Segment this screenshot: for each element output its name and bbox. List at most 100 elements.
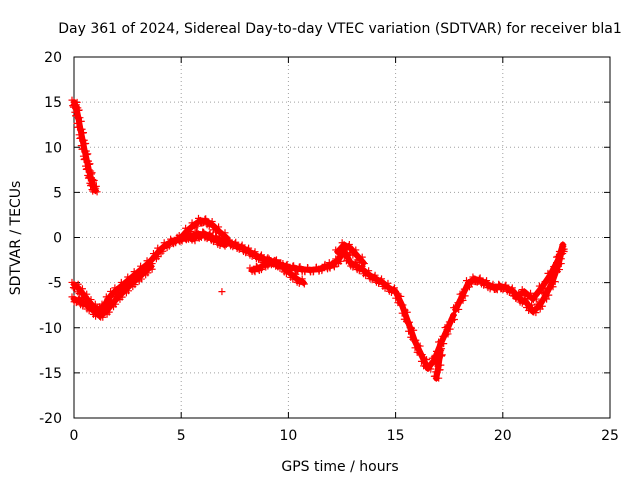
interpolated-marker [411, 344, 419, 352]
data-point [542, 291, 550, 299]
data-point [188, 235, 196, 243]
interpolated-marker [543, 295, 551, 303]
interpolated-marker [444, 330, 452, 338]
data-point [89, 182, 97, 190]
data-point [102, 308, 110, 316]
data-point [529, 295, 537, 303]
y-tick-label: 0 [53, 231, 62, 247]
interpolated-marker [215, 223, 223, 231]
axis-ticks: 0 5 10 15 20 25 -20 -15 -10 -5 0 5 10 15 20 [39, 50, 619, 444]
data-point [398, 301, 406, 309]
data-point [404, 319, 412, 327]
data-point [87, 175, 95, 183]
data-point [522, 298, 530, 306]
y-tick-label: 5 [53, 185, 62, 201]
data-point [220, 241, 228, 249]
data-point [306, 266, 314, 274]
interpolated-marker [80, 129, 88, 137]
interpolated-marker [547, 268, 555, 276]
x-tick-label: 15 [387, 428, 405, 444]
interpolated-marker [549, 283, 557, 291]
data-point [162, 241, 170, 249]
data-point [248, 266, 256, 274]
data-point [96, 312, 104, 320]
data-point [424, 364, 432, 372]
data-point [194, 232, 202, 240]
data-point [218, 288, 226, 296]
interpolated-marker [352, 246, 360, 254]
data-point [216, 228, 224, 236]
interpolated-marker [77, 117, 85, 125]
series-hump-lower [186, 228, 229, 250]
interpolated-marker [88, 186, 96, 194]
data-point [156, 246, 164, 254]
interpolated-marker [77, 142, 85, 150]
interpolated-marker [459, 296, 467, 304]
interpolated-marker [403, 308, 411, 316]
data-point [379, 279, 387, 287]
data-point [417, 351, 425, 359]
y-tick-label: 10 [44, 140, 62, 156]
data-point [128, 280, 136, 288]
data-point [141, 268, 149, 276]
interpolated-marker [433, 359, 441, 367]
data-point [434, 362, 442, 370]
series-evening-upper [510, 241, 568, 304]
data-point [347, 259, 355, 267]
data-point [83, 301, 91, 309]
data-point [535, 302, 543, 310]
interpolated-marker [75, 131, 83, 139]
data-point [503, 284, 511, 292]
data-point [520, 288, 528, 296]
interpolated-marker [432, 368, 440, 376]
interpolated-marker [450, 316, 458, 324]
data-point [299, 279, 307, 287]
data-point [203, 217, 211, 225]
interpolated-marker [152, 250, 160, 258]
data-point [334, 257, 342, 265]
data-point [353, 262, 361, 270]
interpolated-marker [550, 263, 558, 271]
interpolated-marker [445, 318, 453, 326]
x-tick-label: 0 [70, 428, 79, 444]
interpolated-marker [300, 280, 308, 288]
data-point [134, 274, 142, 282]
interpolated-marker [528, 301, 536, 309]
data-point [207, 233, 215, 241]
data-point [293, 275, 301, 283]
data-point [184, 226, 192, 234]
interpolated-marker [541, 278, 549, 286]
interpolated-marker [454, 299, 462, 307]
interpolated-marker [410, 326, 418, 334]
interpolated-marker [398, 309, 406, 317]
data-point [372, 275, 380, 283]
x-tick-label: 25 [601, 428, 619, 444]
data-point [437, 346, 445, 354]
interpolated-marker [515, 291, 523, 299]
data-point [297, 265, 305, 273]
data-point [91, 187, 99, 195]
data-point [267, 257, 275, 265]
data-point [121, 286, 129, 294]
data-point [537, 284, 545, 292]
data-point [81, 147, 89, 155]
data-point [254, 264, 262, 272]
y-tick-label: -5 [48, 276, 62, 292]
data-point [392, 288, 400, 296]
data-point [359, 266, 367, 274]
data-point [280, 264, 288, 272]
data-point [366, 271, 374, 279]
data-point [222, 234, 230, 241]
interpolated-marker [83, 151, 91, 159]
data-point [239, 244, 247, 252]
interpolated-marker [438, 351, 446, 359]
series-lower-band [68, 262, 156, 321]
data-point [227, 239, 235, 247]
data-point [452, 306, 460, 314]
data-point [334, 248, 342, 256]
data-point [274, 259, 282, 267]
data-point [512, 293, 520, 301]
interpolated-marker [336, 252, 344, 260]
interpolated-marker [405, 327, 413, 335]
